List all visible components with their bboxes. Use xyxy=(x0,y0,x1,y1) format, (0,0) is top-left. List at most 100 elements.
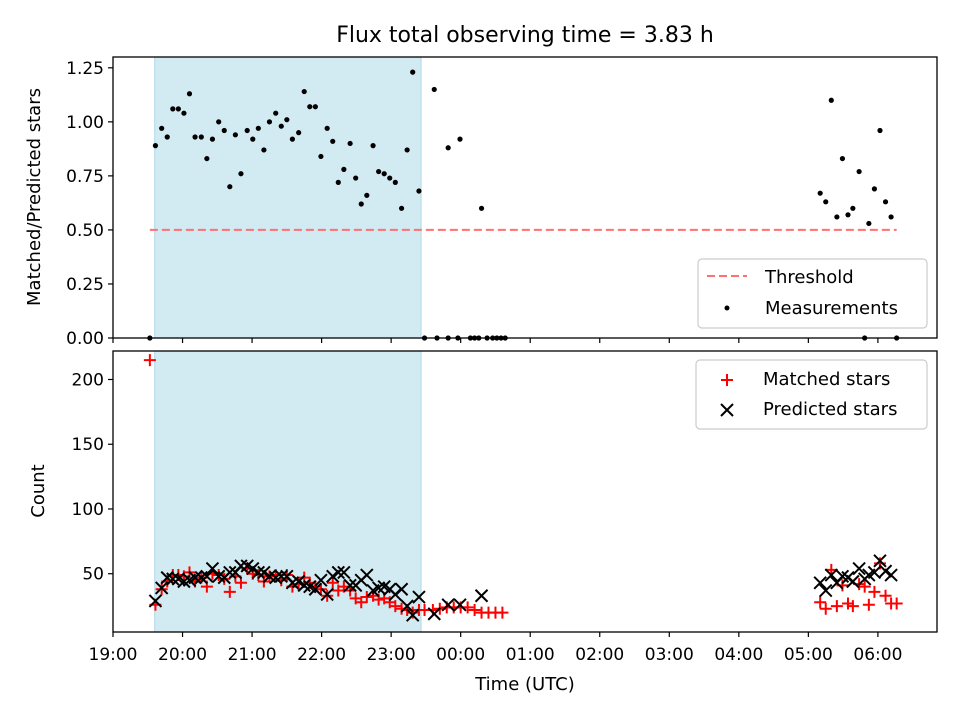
measurement-point xyxy=(404,147,410,153)
predicted-marker xyxy=(400,599,414,613)
measurement-point xyxy=(445,145,451,151)
predicted-marker xyxy=(223,565,237,580)
measurement-point xyxy=(358,201,364,207)
x-tick-label: 02:00 xyxy=(575,645,624,665)
measurement-point xyxy=(839,155,846,162)
legend-matched-swatch xyxy=(721,374,733,386)
predicted-marker xyxy=(257,565,271,580)
measurements-series xyxy=(147,69,900,341)
matched-marker xyxy=(355,596,368,609)
matched-marker xyxy=(890,597,903,610)
measurement-point xyxy=(289,136,296,142)
legend-predicted-swatch xyxy=(720,403,734,417)
predicted-marker xyxy=(343,578,357,593)
measurement-point xyxy=(192,134,198,140)
chart-title: Flux total observing time = 3.83 h xyxy=(336,23,714,48)
y-label-ratio: Matched/Predicted stars xyxy=(24,88,45,306)
measurement-point xyxy=(817,190,823,196)
predicted-marker xyxy=(234,559,248,573)
measurement-point xyxy=(296,130,302,136)
predicted-marker xyxy=(813,576,827,590)
measurement-point xyxy=(353,175,359,181)
measurement-point xyxy=(845,212,851,218)
measurement-point xyxy=(312,104,318,110)
matched-marker xyxy=(868,585,881,598)
predicted-marker xyxy=(337,565,351,580)
measurement-point xyxy=(261,147,267,153)
measurement-point xyxy=(370,143,376,149)
legend-measurements-swatch xyxy=(724,305,730,311)
matched-marker xyxy=(862,598,875,611)
predicted-marker xyxy=(846,574,860,589)
legend-bottom-box xyxy=(695,359,928,430)
predicted-marker xyxy=(331,565,346,580)
y-tick-label-ratio: 0.75 xyxy=(66,167,104,187)
y-tick-label-ratio: 0.50 xyxy=(66,221,104,241)
y-axis-count: 50 100 150 200 xyxy=(72,370,113,585)
measurement-point xyxy=(416,188,422,194)
measurement-point xyxy=(823,199,829,205)
measurement-point xyxy=(856,168,862,175)
y-tick-label-count: 150 xyxy=(72,435,104,455)
y-axis-ratio: 0.00 0.25 0.50 0.75 1.00 1.25 xyxy=(66,59,113,349)
measurement-point xyxy=(278,123,284,129)
count-panel: 50 100 150 200 19:00 20:00 21:00 22:00 23:00 00:… xyxy=(28,350,938,695)
measurement-point xyxy=(204,155,210,162)
legend-measurements-label: Measurements xyxy=(765,298,898,319)
predicted-marker xyxy=(824,568,839,582)
predicted-marker xyxy=(246,561,260,576)
measurement-point xyxy=(882,199,889,205)
predicted-marker xyxy=(326,569,340,584)
x-tick-label: 03:00 xyxy=(645,645,694,665)
legend-threshold-label: Threshold xyxy=(764,267,854,288)
measurement-point xyxy=(227,184,233,190)
x-tick-label: 04:00 xyxy=(714,645,763,665)
ratio-panel: 0.00 0.25 0.50 0.75 1.00 1.25 Matched/Predict… xyxy=(24,56,938,349)
measurement-point xyxy=(159,125,165,131)
y-tick-label-ratio: 0.25 xyxy=(66,275,104,295)
y-label-count: Count xyxy=(28,464,49,517)
matched-marker xyxy=(814,596,827,609)
measurement-point xyxy=(324,125,330,131)
measurement-point xyxy=(888,214,894,220)
measurement-point xyxy=(273,110,279,116)
x-tick-label: 06:00 xyxy=(853,645,902,665)
measurement-point xyxy=(255,125,261,131)
predicted-marker xyxy=(205,561,220,576)
measurement-point xyxy=(170,106,176,112)
measurement-point xyxy=(850,205,856,211)
measurement-point xyxy=(175,106,181,112)
measurement-point xyxy=(209,136,216,142)
measurement-point xyxy=(244,127,250,134)
y-tick-label-ratio: 0.00 xyxy=(66,329,104,349)
measurement-point xyxy=(387,175,393,181)
x-axis-time: 19:00 20:00 21:00 22:00 23:00 00:00 01:00 02:00… xyxy=(89,632,902,665)
predicted-marker xyxy=(873,554,887,568)
measurement-point xyxy=(198,134,204,140)
predicted-marker xyxy=(291,574,306,589)
predicted-marker xyxy=(154,581,169,595)
predicted-marker xyxy=(412,590,426,604)
matched-marker xyxy=(389,600,402,613)
y-tick-label-count: 200 xyxy=(72,370,104,390)
measurement-point xyxy=(330,138,336,144)
measurement-point xyxy=(232,132,238,138)
shaded-region-top xyxy=(154,56,422,339)
measurement-point xyxy=(341,166,347,172)
measurement-point xyxy=(186,91,193,97)
count-panel-frame xyxy=(112,350,938,633)
x-tick-label: 05:00 xyxy=(784,645,833,665)
measurement-point xyxy=(318,153,324,160)
predicted-marker xyxy=(308,582,323,596)
measurement-point xyxy=(347,140,353,147)
x-label-time: Time (UTC) xyxy=(474,674,575,695)
measurement-point xyxy=(866,220,872,227)
measurement-point xyxy=(376,168,382,175)
predicted-marker xyxy=(394,582,409,596)
measurement-point xyxy=(398,205,405,211)
measurement-point xyxy=(152,143,159,149)
ratio-panel-frame xyxy=(112,56,938,339)
predicted-marker xyxy=(320,587,334,602)
predicted-marker xyxy=(188,570,202,585)
